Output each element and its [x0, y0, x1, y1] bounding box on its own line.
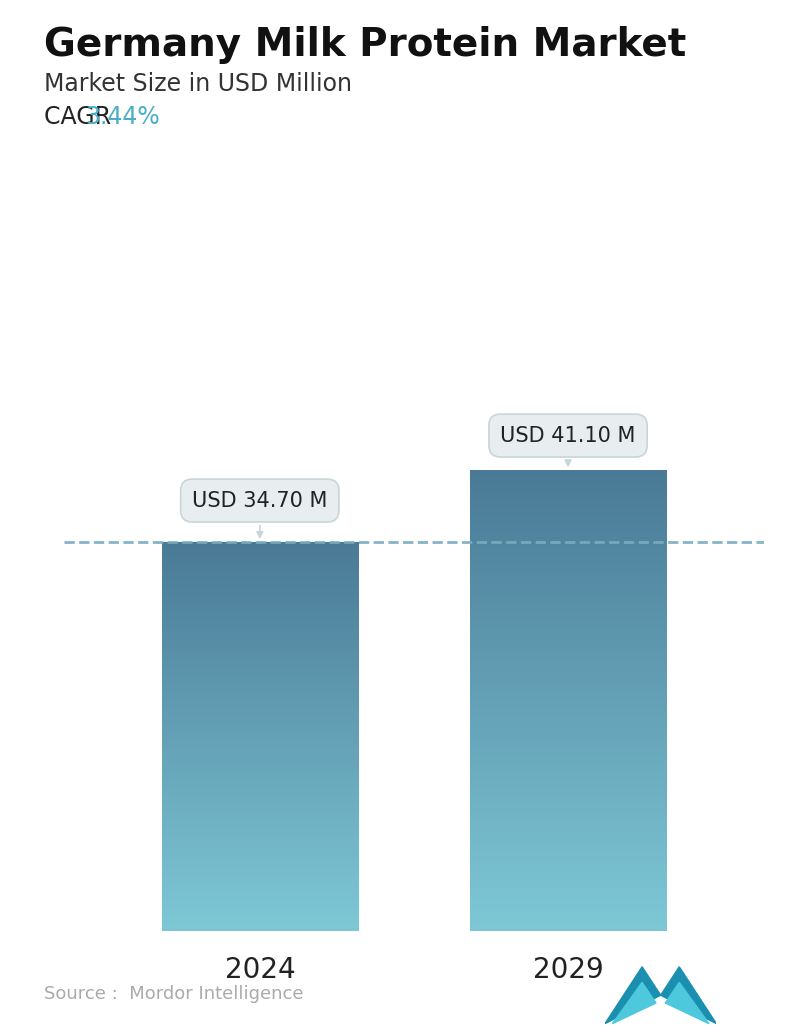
Polygon shape	[661, 967, 716, 1024]
Text: Market Size in USD Million: Market Size in USD Million	[44, 72, 352, 96]
Polygon shape	[665, 982, 709, 1024]
Text: USD 41.10 M: USD 41.10 M	[501, 426, 636, 465]
Polygon shape	[612, 982, 656, 1024]
Text: CAGR: CAGR	[44, 105, 119, 129]
Text: 3.44%: 3.44%	[86, 105, 160, 129]
Polygon shape	[605, 967, 661, 1024]
Text: Germany Milk Protein Market: Germany Milk Protein Market	[44, 26, 686, 64]
Text: Source :  Mordor Intelligence: Source : Mordor Intelligence	[44, 985, 303, 1003]
Text: USD 34.70 M: USD 34.70 M	[192, 490, 327, 538]
